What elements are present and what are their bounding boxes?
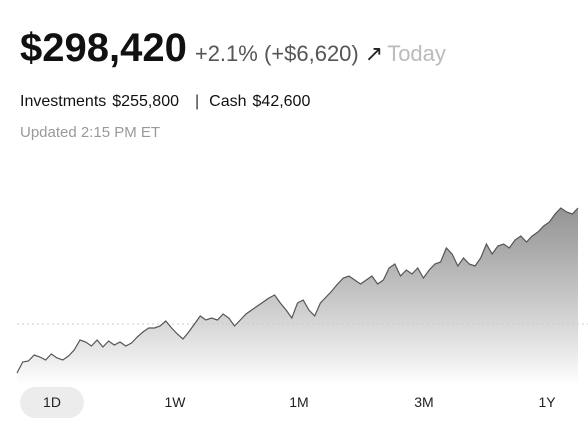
- range-button[interactable]: 3M: [414, 394, 434, 410]
- change: +2.1% (+$6,620): [194, 41, 359, 66]
- range-button[interactable]: 1D: [20, 387, 84, 418]
- updated: Updated 2:15 PM ET: [20, 124, 161, 141]
- separator: |: [195, 93, 200, 110]
- balance: $298,420: [20, 26, 187, 70]
- investments-label: Investments: [20, 93, 107, 110]
- range-button[interactable]: 1W: [164, 394, 186, 410]
- investments-value: $255,800: [112, 93, 179, 110]
- range-button[interactable]: 1M: [289, 394, 309, 410]
- period: Today: [387, 41, 446, 66]
- breakdown: Investments $255,800 | Cash $42,600: [20, 93, 316, 111]
- area-fill: [17, 208, 578, 386]
- range-button[interactable]: 1Y: [538, 394, 556, 410]
- header: $298,420 +2.1% (+$6,620) ↗ Today: [20, 26, 446, 71]
- arrow: ↗: [364, 41, 384, 66]
- cash-value: $42,600: [252, 93, 311, 110]
- price-line: [16, 207, 579, 374]
- cash-label: Cash: [209, 93, 247, 110]
